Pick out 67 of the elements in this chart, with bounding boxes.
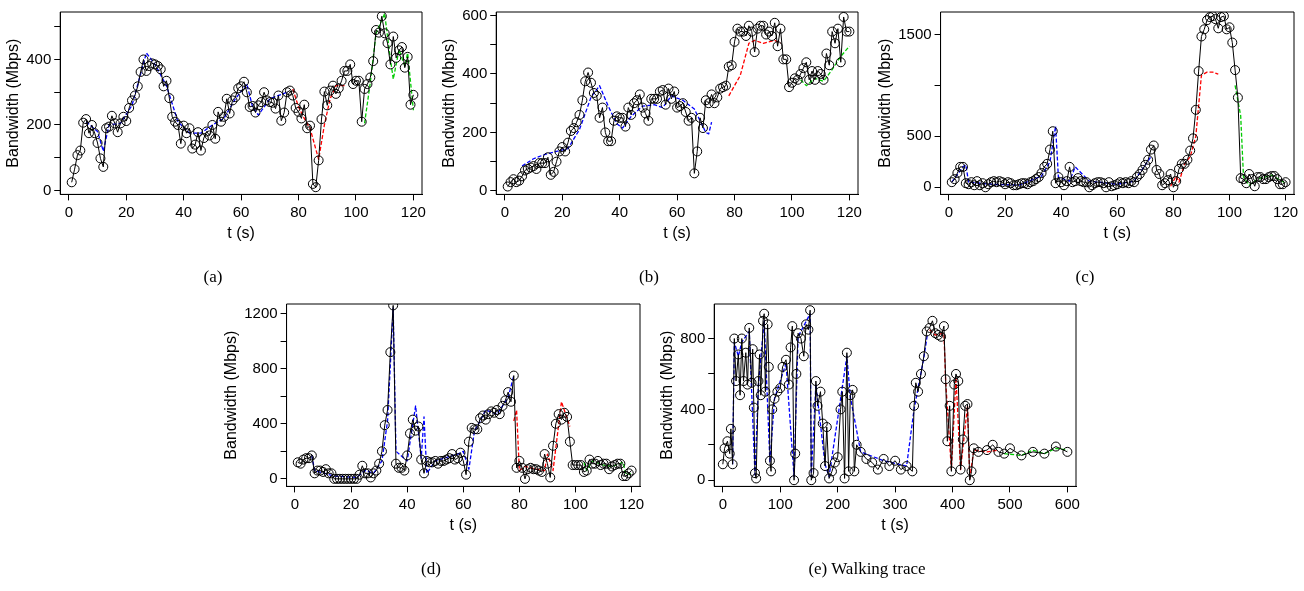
y-tick-label: 400 [252, 413, 278, 431]
y-tick-label: 400 [462, 64, 488, 82]
x-tick-label: 80 [726, 202, 743, 220]
y-tick-label: 0 [478, 181, 488, 199]
y-tick-label: 0 [696, 470, 706, 488]
x-tick-label: 100 [767, 494, 793, 512]
x-axis-title: t (s) [881, 516, 909, 534]
y-axis-title: Bandwidth (Mbps) [876, 38, 894, 168]
x-tick-label: 500 [997, 494, 1023, 512]
y-axis-title: Bandwidth (Mbps) [440, 38, 458, 168]
y-tick-label: 1500 [898, 24, 932, 42]
x-axis-title: t (s) [1103, 224, 1132, 242]
y-tick-label: 600 [462, 5, 488, 23]
y-tick-label: 0 [269, 468, 278, 486]
text: (e) Walking trace [808, 559, 926, 579]
x-tick-label: 100 [779, 202, 805, 220]
y-tick-label: 0 [42, 180, 52, 198]
x-tick-label: 20 [996, 202, 1014, 220]
x-tick-label: 80 [290, 202, 307, 220]
x-tick-label: 120 [1273, 202, 1299, 220]
x-axis-title: t (s) [663, 224, 691, 242]
x-axis-title: t (s) [227, 224, 255, 242]
x-tick-label: 0 [718, 494, 728, 512]
x-axis-title: t (s) [449, 516, 478, 534]
x-tick-label: 100 [1216, 202, 1242, 220]
text: (c) [1075, 267, 1095, 287]
x-tick-label: 20 [342, 494, 360, 512]
x-tick-label: 60 [1108, 202, 1126, 220]
text: (b) [639, 267, 659, 287]
y-tick-label: 0 [923, 177, 932, 195]
x-tick-label: 60 [232, 202, 250, 220]
x-tick-label: 400 [940, 494, 966, 512]
text: (a) [203, 267, 223, 287]
y-tick-label: 1200 [244, 303, 278, 321]
x-tick-label: 40 [398, 494, 416, 512]
x-tick-label: 40 [175, 202, 193, 220]
x-tick-label: 0 [290, 494, 300, 512]
x-tick-label: 0 [500, 202, 510, 220]
x-tick-label: 200 [825, 494, 851, 512]
x-tick-label: 40 [1052, 202, 1070, 220]
x-tick-label: 600 [1054, 494, 1080, 512]
x-tick-label: 300 [882, 494, 908, 512]
x-tick-label: 40 [611, 202, 629, 220]
x-tick-label: 80 [1165, 202, 1182, 220]
y-tick-label: 400 [26, 49, 52, 67]
x-tick-label: 60 [454, 494, 472, 512]
y-axis-title: Bandwidth (Mbps) [658, 330, 676, 460]
x-tick-label: 120 [400, 202, 426, 220]
x-tick-label: 60 [668, 202, 686, 220]
x-tick-label: 20 [553, 202, 571, 220]
text: (d) [421, 559, 441, 579]
x-tick-label: 20 [117, 202, 135, 220]
y-tick-label: 400 [680, 399, 706, 417]
x-tick-label: 0 [944, 202, 954, 220]
y-axis-title: Bandwidth (Mbps) [4, 38, 22, 168]
y-tick-label: 800 [680, 328, 706, 346]
x-tick-label: 120 [836, 202, 862, 220]
y-tick-label: 500 [906, 126, 932, 144]
y-tick-label: 800 [252, 358, 278, 376]
y-tick-label: 200 [26, 115, 52, 133]
y-tick-label: 200 [462, 122, 488, 140]
x-tick-label: 100 [343, 202, 369, 220]
x-tick-label: 100 [562, 494, 588, 512]
x-tick-label: 0 [64, 202, 74, 220]
x-tick-label: 120 [619, 494, 645, 512]
x-tick-label: 80 [511, 494, 528, 512]
y-axis-title: Bandwidth (Mbps) [222, 330, 240, 460]
